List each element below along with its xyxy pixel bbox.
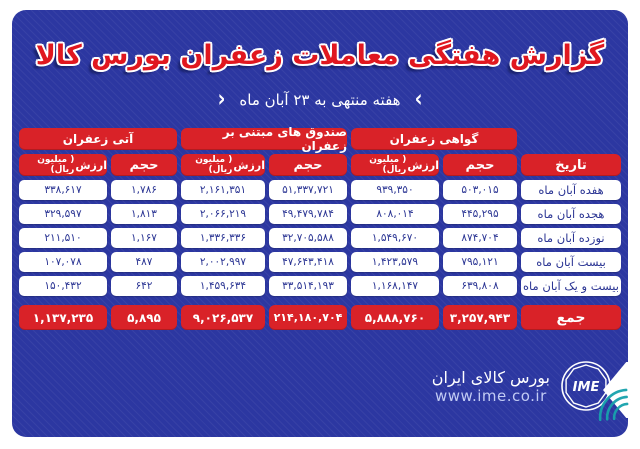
cert-volume-cell: ۷۹۵,۱۲۱ <box>443 252 517 272</box>
brand-name: بورس کالای ایران <box>431 367 550 387</box>
cert-value-cell: ۸۰۸,۰۱۴ <box>351 204 439 224</box>
saffron-trading-table: گواهی زعفران صندوق های مبتنی بر زعفران آ… <box>12 125 628 330</box>
kalakhabar-watermark-icon: کالا خبر <box>598 388 629 422</box>
fund-volume-cell: ۳۳,۵۱۴,۱۹۳ <box>269 276 347 296</box>
date-cell: هجده آبان ماه <box>521 204 621 224</box>
fund-value-cell: ۲,۱۶۱,۳۵۱ <box>181 180 265 200</box>
date-cell: بیست و یک آبان ماه <box>521 276 621 296</box>
value-label-unit: ( میلیون ریال) <box>369 155 407 175</box>
column-header-date: تاریخ <box>521 154 621 176</box>
cert-volume-cell: ۴۴۵,۲۹۵ <box>443 204 517 224</box>
column-header-fund-volume: حجم <box>269 154 347 176</box>
group-header-futures: آتی زعفران <box>19 128 177 150</box>
subtitle: › هفته منتهی به ۲۳ آبان ماه ‹ <box>12 85 628 113</box>
date-cell: هفده آبان ماه <box>521 180 621 200</box>
value-label-bold: ارزش <box>75 158 107 172</box>
futures-volume-cell: ۱,۷۸۶ <box>111 180 177 200</box>
total-cert-volume: ۳,۲۵۷,۹۴۳ <box>443 305 517 330</box>
cert-value-cell: ۹۳۹,۳۵۰ <box>351 180 439 200</box>
column-header-futures-volume: حجم <box>111 154 177 176</box>
fund-value-cell: ۱,۴۵۹,۶۳۴ <box>181 276 265 296</box>
futures-volume-cell: ۴۸۷ <box>111 252 177 272</box>
futures-volume-cell: ۱,۱۶۷ <box>111 228 177 248</box>
report-panel: گزارش هفتگی معاملات زعفران بورس کالا › ه… <box>12 10 628 437</box>
brand-text: بورس کالای ایران www.ime.co.ir <box>432 368 550 405</box>
futures-value-cell: ۳۲۹,۵۹۷ <box>19 204 107 224</box>
group-header-funds: صندوق های مبتنی بر زعفران <box>181 125 347 153</box>
cert-value-cell: ۱,۱۶۸,۱۴۷ <box>351 276 439 296</box>
column-header-fund-value: ارزش ( میلیون ریال) <box>181 154 265 176</box>
total-fund-value: ۹,۰۲۶,۵۳۷ <box>181 305 265 330</box>
page-title: گزارش هفتگی معاملات زعفران بورس کالا <box>35 40 605 71</box>
fund-value-cell: ۱,۳۳۶,۳۳۶ <box>181 228 265 248</box>
futures-volume-cell: ۶۴۲ <box>111 276 177 296</box>
date-cell: نوزده آبان ماه <box>521 228 621 248</box>
ime-logo-icon: IME <box>561 361 611 411</box>
futures-value-cell: ۱۰۷,۰۷۸ <box>19 252 107 272</box>
value-label-unit: ( میلیون ریال) <box>37 155 75 175</box>
futures-value-cell: ۳۳۸,۶۱۷ <box>19 180 107 200</box>
fund-volume-cell: ۳۲,۷۰۵,۵۸۸ <box>269 228 347 248</box>
header-spacer <box>521 128 621 150</box>
ime-brand-block: IME بورس کالای ایران www.ime.co.ir <box>432 360 612 412</box>
total-label: جمع <box>521 305 621 330</box>
column-header-cert-value: ارزش ( میلیون ریال) <box>351 154 439 176</box>
fund-value-cell: ۲,۰۶۶,۲۱۹ <box>181 204 265 224</box>
fund-volume-cell: ۴۷,۶۴۳,۴۱۸ <box>269 252 347 272</box>
svg-text:IME: IME <box>573 380 600 395</box>
cert-volume-cell: ۶۳۹,۸۰۸ <box>443 276 517 296</box>
futures-value-cell: ۲۱۱,۵۱۰ <box>19 228 107 248</box>
cert-value-cell: ۱,۴۲۳,۵۷۹ <box>351 252 439 272</box>
column-header-futures-value: ارزش ( میلیون ریال) <box>19 154 107 176</box>
fund-volume-cell: ۵۱,۳۳۷,۷۲۱ <box>269 180 347 200</box>
total-fund-volume: ۲۱۴,۱۸۰,۷۰۴ <box>269 305 347 330</box>
cert-volume-cell: ۵۰۳,۰۱۵ <box>443 180 517 200</box>
total-cert-value: ۵,۸۸۸,۷۶۰ <box>351 305 439 330</box>
value-label-unit: ( میلیون ریال) <box>195 155 233 175</box>
value-label-bold: ارزش <box>233 158 265 172</box>
futures-volume-cell: ۱,۸۱۳ <box>111 204 177 224</box>
total-futures-volume: ۵,۸۹۵ <box>111 305 177 330</box>
group-header-certificate: گواهی زعفران <box>351 128 517 150</box>
brand-url: www.ime.co.ir <box>435 386 547 405</box>
value-label-bold: ارزش <box>407 158 439 172</box>
subtitle-text: هفته منتهی به ۲۳ آبان ماه <box>239 90 401 109</box>
futures-value-cell: ۱۵۰,۴۳۲ <box>19 276 107 296</box>
fund-volume-cell: ۴۹,۴۷۹,۷۸۴ <box>269 204 347 224</box>
fund-value-cell: ۲,۰۰۲,۹۹۷ <box>181 252 265 272</box>
cert-volume-cell: ۸۷۴,۷۰۴ <box>443 228 517 248</box>
cert-value-cell: ۱,۵۴۹,۶۷۰ <box>351 228 439 248</box>
column-header-cert-volume: حجم <box>443 154 517 176</box>
chevron-left-icon: ‹ <box>414 85 423 113</box>
date-cell: بیست آبان ماه <box>521 252 621 272</box>
chevron-right-icon: › <box>217 85 226 113</box>
total-futures-value: ۱,۱۳۷,۲۳۵ <box>19 305 107 330</box>
total-row-spacer <box>19 300 621 301</box>
